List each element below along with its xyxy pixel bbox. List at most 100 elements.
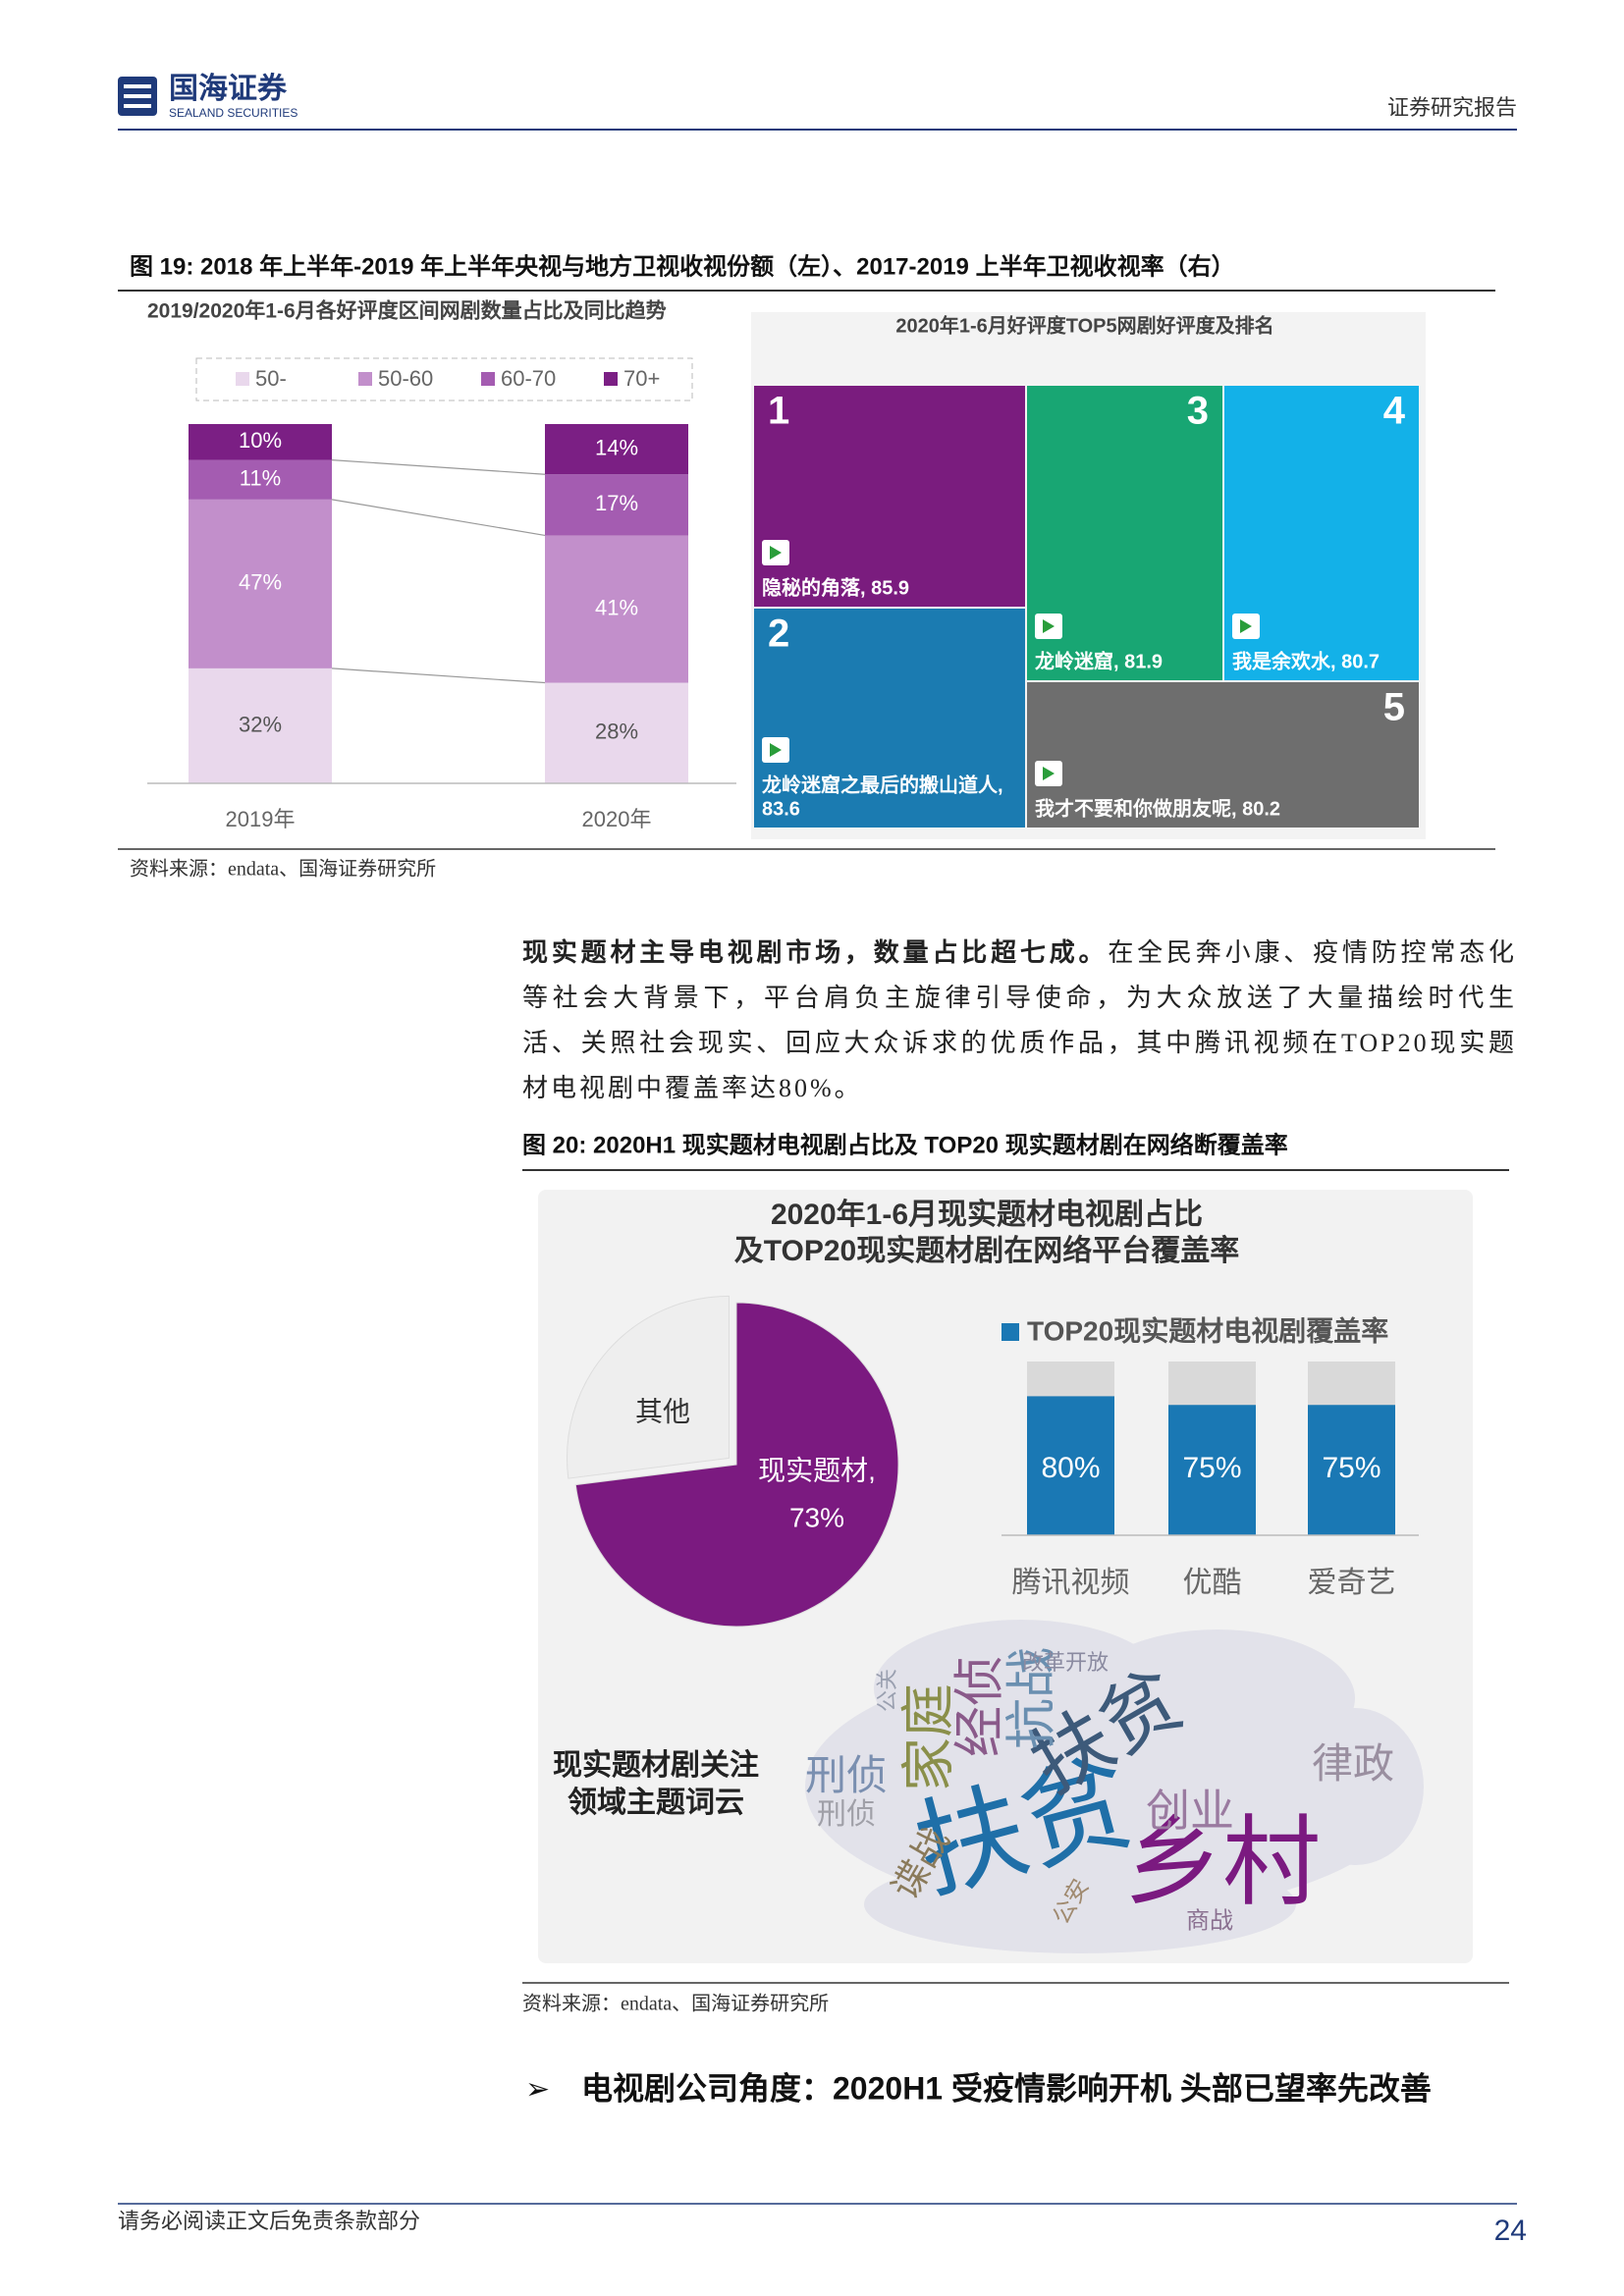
report-type: 证券研究报告: [1387, 95, 1517, 120]
body-paragraph: 现实题材主导电视剧市场，数量占比超七成。在全民奔小康、疫情防控常态化等社会大背景…: [522, 931, 1517, 1111]
tile-label: 龙岭迷窟, 81.9: [1035, 649, 1163, 672]
x-tick-label: 优酷: [1183, 1567, 1242, 1599]
paragraph-text: 在全民奔小康、疫情防控常态化等社会大背景下，平台肩负主旋律引导使命，为大众放送了…: [522, 938, 1517, 1102]
legend-swatch: [236, 372, 249, 386]
platform-icon: [1043, 767, 1055, 780]
bar-segment: [189, 459, 332, 500]
x-tick-label: 2019年: [226, 807, 296, 831]
trend-line: [331, 459, 546, 475]
logo-icon: [118, 77, 157, 116]
cloud-word: 乡村: [1124, 1807, 1321, 1917]
rank-number: 1: [768, 390, 789, 433]
legend-label: 70+: [623, 366, 660, 391]
rank-number: 2: [768, 613, 789, 656]
cloud-word: 家庭: [898, 1683, 959, 1791]
tile-label: 隐秘的角落, 85.9: [762, 575, 909, 599]
legend-label: 50-: [255, 366, 287, 391]
chart-title: 2020年1-6月现实题材电视剧占比: [771, 1198, 1203, 1231]
data-label: 14%: [595, 435, 638, 459]
tile-label: 我是余欢水, 80.7: [1232, 649, 1380, 672]
cloud-word: 经侦: [952, 1655, 1009, 1757]
cloud-word: 创业: [1146, 1786, 1234, 1836]
bar-segment: [189, 424, 332, 460]
cloud-word: 律政: [1312, 1740, 1394, 1787]
x-tick-label: 2020年: [582, 807, 652, 831]
platform-icon: [770, 743, 782, 757]
platform-icon: [1043, 619, 1055, 633]
cloud-word: 公关: [875, 1669, 899, 1712]
legend-swatch: [604, 372, 618, 386]
tile-label: 龙岭迷窟之最后的搬山道人,: [762, 773, 1003, 796]
tile-label: 83.6: [762, 798, 800, 820]
data-label: 10%: [239, 428, 282, 453]
data-label: 32%: [239, 712, 282, 736]
bar-segment: [545, 535, 688, 683]
data-label: 28%: [595, 720, 638, 744]
word-cloud-label: 领域主题词云: [568, 1786, 744, 1819]
data-label: 11%: [240, 466, 281, 491]
bar-segment: [545, 682, 688, 783]
cloud-word: 刑侦: [817, 1798, 876, 1831]
legend-label: 60-70: [501, 366, 556, 391]
chart-title: 及TOP20现实题材剧在网络平台覆盖率: [734, 1234, 1240, 1267]
figure-caption: 图 20: 2020H1 现实题材电视剧占比及 TOP20 现实题材剧在网络断覆…: [522, 1131, 1288, 1158]
legend-box: [195, 357, 693, 401]
bullet-arrow: ➢: [525, 2073, 550, 2106]
rank-number: 4: [1383, 390, 1406, 433]
figure-caption: 图 19: 2018 年上半年-2019 年上半年央视与地方卫视收视份额（左）、…: [130, 252, 1235, 280]
chart-title: 2020年1-6月好评度TOP5网剧好评度及排名: [895, 313, 1273, 337]
data-label: 17%: [595, 491, 638, 515]
cloud-word: 改革开放: [1022, 1650, 1109, 1675]
rank-number: 5: [1383, 686, 1405, 729]
slice-value-label: 73%: [789, 1502, 844, 1532]
page-number: 24: [1494, 2215, 1527, 2247]
platform-icon: [1240, 619, 1252, 633]
word-cloud-shape: [805, 1620, 1424, 1953]
slice-label: 现实题材,: [758, 1455, 876, 1485]
legend-swatch: [358, 372, 372, 386]
platform-icon: [770, 546, 782, 560]
cloud-word: 抗战: [1004, 1647, 1061, 1749]
treemap-tile: [754, 386, 1025, 607]
bar-segment: [545, 424, 688, 475]
logo-en: SEALAND SECURITIES: [169, 106, 298, 120]
source-note: 资料来源：endata、国海证券研究所: [130, 858, 436, 881]
trend-line: [331, 499, 546, 537]
bar: [1027, 1396, 1114, 1535]
tile-label: 我才不要和你做朋友呢, 80.2: [1035, 796, 1280, 820]
legend-label: 50-60: [378, 366, 433, 391]
word-cloud-label: 现实题材剧关注: [553, 1748, 759, 1782]
chart-title: 2019/2020年1-6月各好评度区间网剧数量占比及同比趋势: [147, 299, 667, 323]
paragraph-lead: 现实题材主导电视剧市场，数量占比超七成。: [522, 938, 1109, 967]
source-note: 资料来源：endata、国海证券研究所: [522, 1993, 829, 2015]
rank-number: 3: [1187, 390, 1209, 433]
x-tick-label: 爱奇艺: [1308, 1567, 1396, 1599]
legend-swatch: [1001, 1323, 1019, 1341]
cloud-word: 商战: [1186, 1907, 1233, 1934]
slice-label: 其他: [635, 1396, 690, 1426]
trend-line: [331, 667, 546, 684]
x-tick-label: 腾讯视频: [1012, 1567, 1130, 1599]
cloud-word: 刑侦: [805, 1752, 888, 1798]
bar-segment: [189, 667, 332, 783]
bar: [1168, 1405, 1256, 1535]
disclaimer: 请务必阅读正文后免责条款部分: [118, 2209, 420, 2233]
legend-label: TOP20现实题材电视剧覆盖率: [1027, 1314, 1388, 1346]
treemap-tile: [1027, 682, 1419, 828]
bar: [1308, 1405, 1395, 1535]
logo-cn: 国海证券: [169, 73, 288, 105]
bar-segment: [189, 499, 332, 668]
data-label: 75%: [1182, 1452, 1241, 1484]
pie-slice: [566, 1295, 730, 1479]
bar-segment: [545, 474, 688, 536]
data-label: 47%: [239, 570, 282, 595]
data-label: 41%: [595, 595, 638, 619]
data-label: 80%: [1041, 1452, 1100, 1484]
pie-slice: [574, 1302, 899, 1628]
section-heading: 电视剧公司角度：2020H1 受疫情影响开机 头部已望率先改善: [581, 2070, 1432, 2106]
treemap-tile: [754, 609, 1025, 828]
data-label: 75%: [1322, 1452, 1380, 1484]
legend-swatch: [481, 372, 495, 386]
